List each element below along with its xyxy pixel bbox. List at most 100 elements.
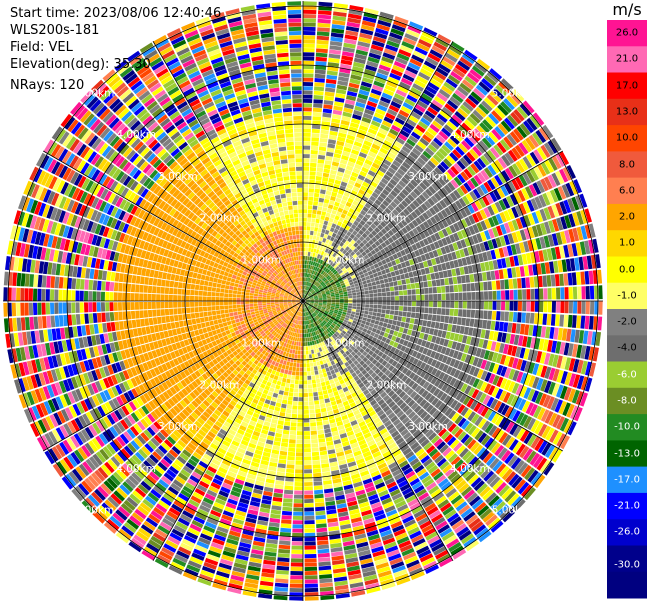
velocity-cell [311,290,315,294]
velocity-cell [277,553,290,558]
velocity-cell [291,554,303,559]
velocity-cell [585,361,592,376]
velocity-cell [457,107,469,118]
velocity-cell [338,310,343,314]
velocity-cell [375,280,381,285]
velocity-cell [310,289,314,293]
velocity-cell [386,291,391,297]
velocity-cell [313,304,318,306]
velocity-cell [387,108,398,117]
velocity-cell [358,229,364,236]
velocity-cell [515,217,523,230]
velocity-cell [323,100,334,106]
velocity-cell [330,306,335,310]
velocity-cell [319,446,327,452]
velocity-cell [304,520,315,525]
velocity-cell [447,204,456,214]
velocity-cell [303,342,306,347]
velocity-cell [315,289,320,293]
velocity-cell [407,295,412,301]
velocity-cell [412,301,416,307]
velocity-cell [304,545,316,550]
velocity-cell [344,169,352,176]
velocity-cell [434,322,440,329]
velocity-cell [513,191,522,204]
velocity-cell [332,284,337,288]
velocity-cell [509,92,522,105]
velocity-cell [421,31,436,41]
velocity-cell [461,335,468,344]
velocity-cell [364,136,374,143]
velocity-cell [421,92,433,102]
velocity-cell [427,197,435,207]
velocity-cell [461,317,466,326]
velocity-cell [353,242,359,248]
velocity-cell [372,285,377,290]
velocity-cell [370,249,377,255]
velocity-cell [320,364,325,369]
velocity-cell [332,277,338,281]
velocity-cell [308,294,313,297]
velocity-cell [505,290,510,300]
velocity-cell [309,409,315,414]
velocity-cell [409,58,423,67]
velocity-cell [360,265,366,271]
velocity-cell [303,22,316,27]
velocity-cell [354,182,362,189]
velocity-cell [368,311,373,316]
velocity-cell [371,268,377,274]
velocity-cell [465,318,471,327]
velocity-cell [333,153,342,159]
velocity-cell [457,258,464,267]
velocity-cell [383,159,392,167]
velocity-cell [293,362,297,367]
velocity-cell [389,212,396,219]
velocity-cell [355,159,364,167]
velocity-cell [338,263,343,268]
velocity-cell [496,290,501,300]
velocity-cell [314,287,319,291]
velocity-cell [401,279,407,285]
velocity-cell [465,193,474,203]
velocity-cell [396,52,410,62]
velocity-cell [456,210,464,220]
velocity-cell [281,364,286,370]
velocity-cell [273,388,280,394]
velocity-cell [349,193,356,200]
velocity-cell [444,171,453,181]
velocity-cell [454,89,467,100]
velocity-cell [378,275,384,280]
velocity-cell [338,270,343,275]
velocity-cell [377,271,382,276]
velocity-cell [455,146,465,156]
velocity-cell [339,298,344,301]
velocity-cell [506,95,519,108]
velocity-cell [424,130,435,140]
velocity-cell [351,267,357,272]
velocity-cell [328,134,337,141]
velocity-cell [296,337,300,342]
velocity-cell [323,424,330,430]
velocity-cell [449,234,456,243]
velocity-cell [398,180,407,188]
velocity-cell [447,181,456,192]
velocity-cell [455,325,461,334]
velocity-cell [303,82,314,87]
velocity-cell [444,141,454,151]
velocity-cell [291,413,298,419]
velocity-cell [397,244,404,251]
velocity-cell [349,122,360,129]
velocity-cell [348,279,353,283]
velocity-cell [391,24,406,33]
velocity-cell [341,238,347,244]
velocity-cell [306,333,309,338]
velocity-cell [327,284,332,288]
velocity-cell [285,413,292,418]
velocity-cell [343,234,350,240]
velocity-cell [317,425,324,431]
velocity-cell [489,68,503,80]
velocity-cell [286,464,295,469]
velocity-cell [515,160,525,173]
velocity-cell [314,73,326,79]
velocity-cell [369,255,375,261]
